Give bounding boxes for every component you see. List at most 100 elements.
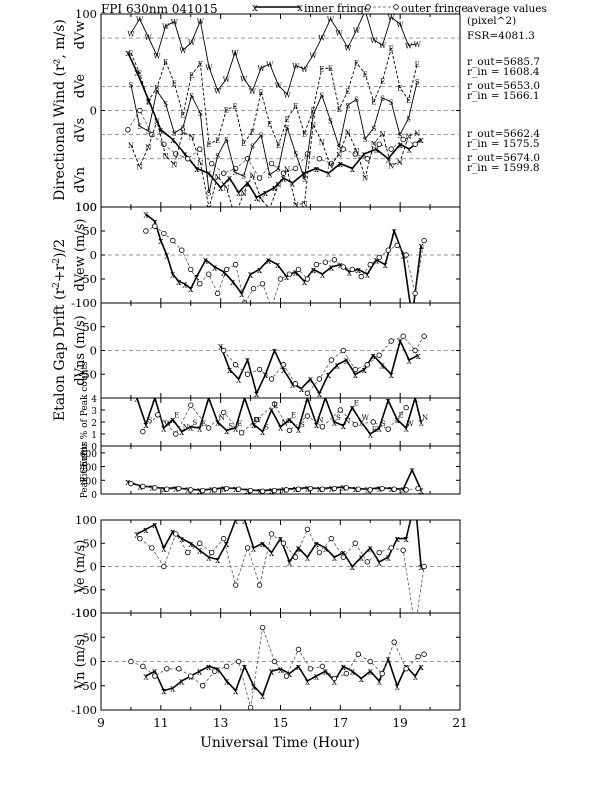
point-o-gap-ew-4 [179,247,185,253]
point-x-peak-counts-19: x [353,485,358,495]
point-o-gap-ew-23 [349,266,355,273]
y-tick-label-vn-2: 0 [90,655,97,669]
fit-letter-1: S [147,416,152,424]
point-o-fit-error-3 [188,402,194,408]
point-o-peak-counts-3 [164,486,170,492]
chart-title: FPI 630nm 041015 [101,2,218,16]
point-o-directional-24 [412,141,418,147]
point-o-directional-21 [376,141,382,147]
point-o-gap-ns-15 [400,333,406,339]
dir-letter-S-6: S [181,124,186,132]
point-x-vn-22: x [341,663,346,673]
y-tick-label-ve-1: 50 [82,536,97,550]
y-tick-label-fit-error-1: 3 [91,407,97,417]
dir-letter-W-6: W [179,47,187,55]
point-x-vn-7: x [206,663,211,673]
dir-letter-W-3: W [153,53,161,61]
point-x-directional-4: x [170,136,175,146]
point-o-vn-21 [379,670,385,677]
fit-letter-18: S [300,421,305,429]
point-x-fit-error-19: x [305,395,310,405]
point-x-gap-ew-27: x [365,271,370,281]
point-x-ve-29: x [395,535,400,545]
point-x-ve-22: x [332,554,337,564]
dir-letter-S-20: S [302,176,307,184]
side-note-rin-2: r_in = 1566.1 [467,90,540,102]
point-x-vn-1: x [152,668,157,678]
point-o-vn-23 [403,666,409,672]
point-x-fit-error-28: x [386,397,391,407]
point-x-gap-ew-17: x [275,261,280,271]
point-o-directional-23 [400,136,406,143]
point-x-peak-counts-16: x [317,485,322,495]
y-tick-label-gap-ns-2: -50 [78,367,97,381]
point-o-gap-ns-11 [352,366,358,373]
dir-letter-N-4: N [163,152,169,160]
y-tick-label-gap-ew-2: 0 [90,248,97,262]
point-o-gap-ew-28 [394,242,400,249]
point-x-fit-error-1: x [143,421,148,431]
point-o-gap-ew-30 [412,290,418,297]
directional-sublabel-0: dVw [73,21,88,50]
y-tick-label-directional-1: 0 [90,104,97,118]
fit-letter-0: E [138,390,143,398]
point-x-vn-0: x [143,673,148,683]
fit-letter-14: S [264,424,269,432]
point-x-gap-ew-11: x [221,268,226,278]
point-x-ve-16: x [278,535,283,545]
series-line-ve-0 [136,520,422,568]
point-x-fit-error-6: x [188,423,193,433]
side-note-fsr: FSR=4081.3 [467,30,535,42]
directional-sublabel-3: dVn [73,166,88,193]
dir-letter-E-13: E [241,140,246,148]
dir-letter-W-33: W [414,41,422,49]
point-o-vn-9 [235,658,242,665]
point-o-ve-13 [292,554,299,560]
point-x-gap-ew-22: x [320,271,325,281]
point-x-gap-ew-9: x [203,256,208,266]
point-x-directional-6: x [194,165,199,175]
point-x-peak-counts-13: x [281,486,286,496]
point-o-gap-ew-31 [421,237,427,244]
point-o-gap-ew-8 [214,290,221,297]
dir-letter-E-25: E [345,88,350,96]
point-o-gap-ew-16 [286,271,293,277]
point-x-vn-10: x [233,687,238,697]
point-o-peak-counts-4 [176,485,182,492]
point-o-gap-ew-6 [197,281,203,287]
point-o-ve-3 [173,531,179,537]
point-x-gap-ew-25: x [347,268,352,278]
point-x-peak-counts-11: x [257,487,262,497]
side-note-rout-1: r_out=5685.7 [467,56,540,68]
point-x-directional-9: x [227,175,232,185]
point-o-vn-25 [421,651,427,657]
y-tick-label-fit-error-2: 2 [91,419,97,429]
point-o-gap-ew-21 [331,257,338,263]
point-o-ve-18 [352,540,358,546]
dir-letter-E-5: E [172,80,177,88]
point-x-fit-error-4: x [170,416,175,426]
point-x-peak-counts-23: x [401,486,406,496]
dir-letter-W-19: W [292,63,300,71]
point-x-ve-7: x [197,547,202,557]
point-o-gap-ew-5 [188,266,194,273]
point-o-gap-ew-26 [376,254,382,261]
dir-letter-N-16: N [267,206,273,214]
dir-letter-N-2: N [145,144,151,152]
point-x-gap-ns-22: x [416,352,421,362]
y-tick-label-peak-counts-0: 600 [80,450,97,460]
dir-letter-S-28: S [371,125,376,133]
point-o-vn-13 [283,673,290,679]
point-x-peak-counts-12: x [269,486,274,496]
dir-letter-E-10: E [215,137,220,145]
dir-trace-W [130,14,418,96]
point-x-vn-11: x [242,663,247,673]
ylabel-gap-ns: dVns (m/s) [73,315,88,385]
point-x-vn-6: x [197,668,202,678]
dir-letter-E-9: E [206,141,211,149]
dir-letter-S-17: S [276,166,281,174]
